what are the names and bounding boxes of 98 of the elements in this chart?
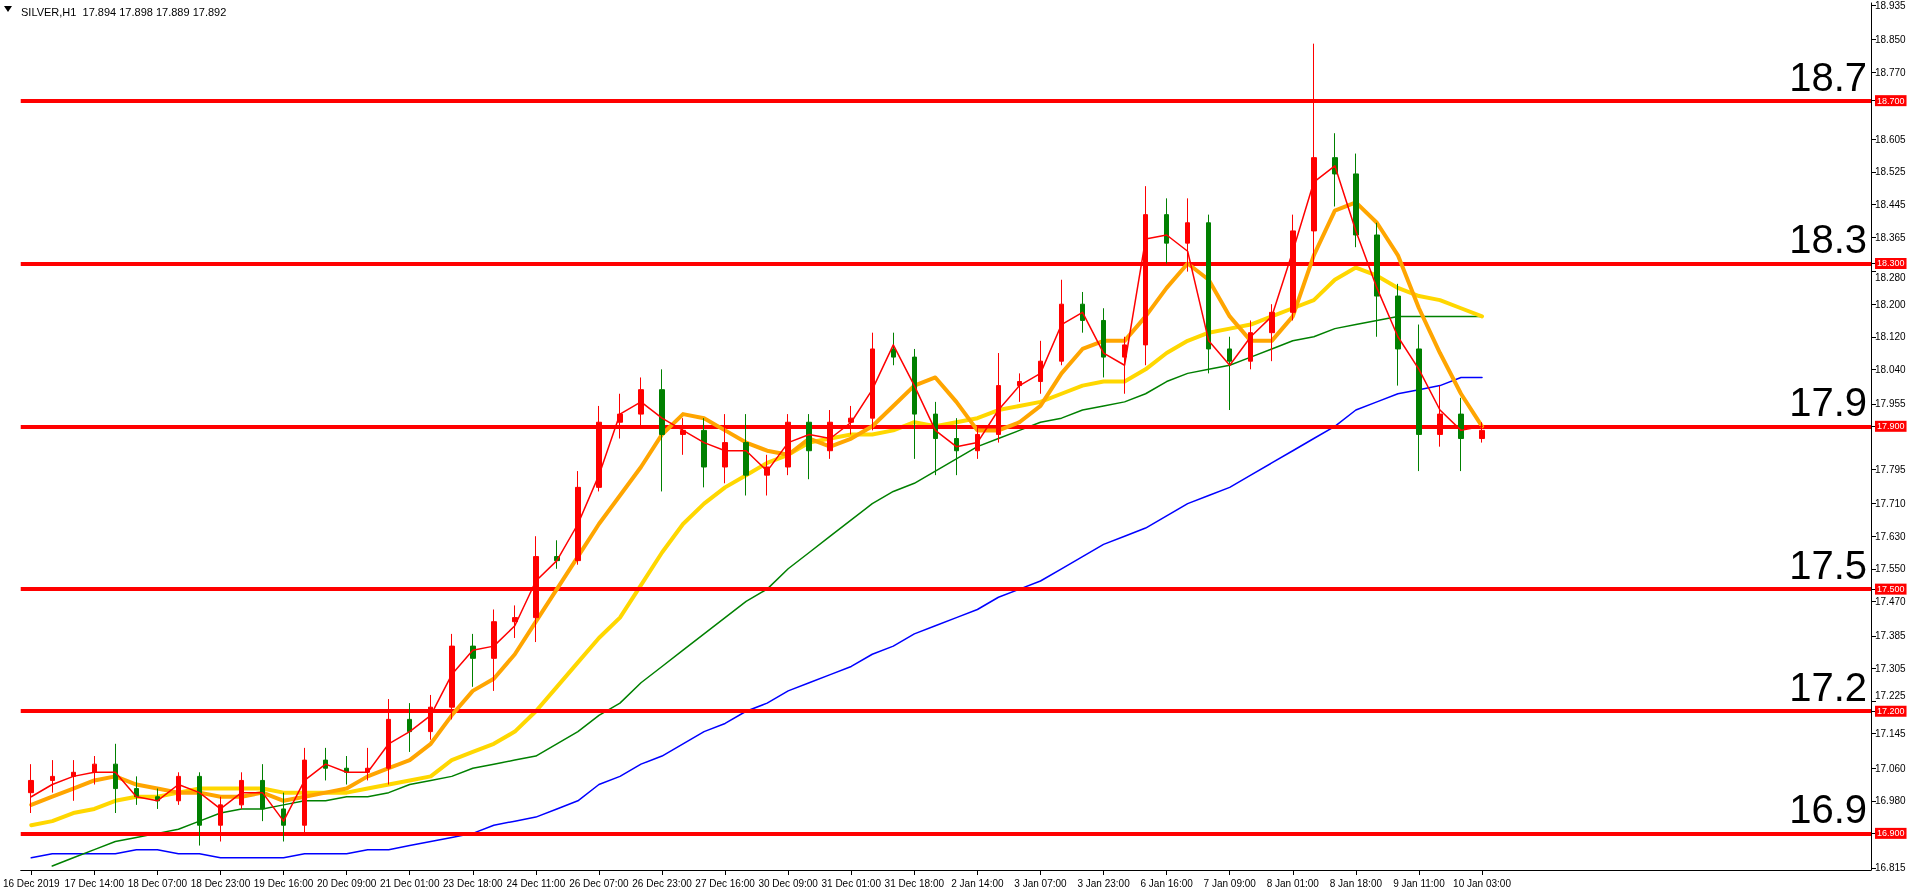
candlestick	[764, 454, 770, 497]
candlestick	[71, 759, 76, 802]
y-tick-label: 17.630	[1875, 530, 1907, 542]
candlestick	[491, 608, 497, 692]
x-tick-label: 17 Dec 14:00	[64, 877, 125, 889]
x-tick-label: 31 Dec 01:00	[821, 877, 882, 889]
x-tick-label: 9 Jan 11:00	[1393, 877, 1446, 889]
candlestick	[470, 633, 476, 688]
candlestick	[1458, 397, 1464, 472]
candlestick	[239, 771, 244, 810]
y-tick-label: 18.850	[1875, 34, 1907, 46]
candlestick	[1269, 303, 1275, 362]
candlestick	[575, 470, 581, 566]
candlestick	[197, 771, 202, 847]
y-tick-label: 17.955	[1875, 398, 1907, 410]
y-tick-label: 18.525	[1875, 166, 1907, 178]
x-tick-label: 20 Dec 09:00	[316, 877, 377, 889]
candlestick	[176, 771, 181, 806]
y-tick-label: 18.120	[1875, 331, 1907, 343]
x-tick-label: 16 Dec 2019	[2, 877, 61, 889]
candlestick	[92, 755, 97, 786]
x-tick-label: 19 Dec 16:00	[253, 877, 314, 889]
y-tick-label: 17.225	[1875, 690, 1907, 702]
y-tick-label: 17.500	[1877, 584, 1905, 595]
ref-line-label: 18.3	[1789, 217, 1867, 262]
x-tick-label: 3 Jan 07:00	[1014, 877, 1068, 889]
x-tick-label: 26 Dec 23:00	[632, 877, 693, 889]
candlestick	[912, 348, 917, 460]
y-tick-label: 17.550	[1875, 563, 1907, 575]
candlestick	[1122, 336, 1127, 395]
y-tick-label: 16.815	[1875, 862, 1907, 874]
candlestick	[954, 417, 959, 476]
y-tick-label: 17.795	[1875, 463, 1907, 475]
x-tick-label: 26 Dec 07:00	[569, 877, 630, 889]
ref-line-label: 17.5	[1789, 543, 1867, 588]
y-tick-label: 18.280	[1875, 271, 1907, 283]
y-tick-label: 16.980	[1875, 795, 1907, 807]
y-tick-label: 17.385	[1875, 630, 1907, 642]
x-tick-label: 10 Jan 03:00	[1453, 877, 1512, 889]
x-tick-label: 2 Jan 14:00	[951, 877, 1004, 889]
y-tick-label: 17.470	[1875, 595, 1907, 607]
y-tick-label: 18.200	[1875, 298, 1907, 310]
y-tick-label: 18.040	[1875, 363, 1907, 375]
ref-line-label: 18.7	[1789, 54, 1867, 99]
x-tick-label: 27 Dec 16:00	[695, 877, 756, 889]
y-tick-label: 17.060	[1875, 762, 1907, 774]
x-tick-label: 6 Jan 16:00	[1140, 877, 1194, 889]
candlestick	[1164, 197, 1169, 264]
candlestick	[933, 401, 938, 476]
x-tick-label: 7 Jan 09:00	[1203, 877, 1257, 889]
x-tick-label: 24 Dec 11:00	[506, 877, 566, 889]
candlestick	[1017, 372, 1022, 403]
candlestick	[512, 604, 518, 639]
candlestick	[1101, 307, 1106, 378]
candlestick	[891, 332, 896, 366]
x-tick-label: 18 Dec 07:00	[127, 877, 188, 889]
x-tick-label: 18 Dec 23:00	[190, 877, 251, 889]
y-tick-label: 17.305	[1875, 663, 1907, 675]
candlestick	[134, 775, 139, 806]
y-tick-label: 18.300	[1877, 258, 1905, 269]
x-tick-label: 21 Dec 01:00	[379, 877, 440, 889]
y-tick-label: 17.145	[1875, 728, 1907, 740]
y-tick-label: 17.710	[1875, 498, 1907, 510]
candlestick	[1227, 336, 1232, 411]
x-tick-label: 8 Jan 18:00	[1329, 877, 1383, 889]
candlestick	[344, 755, 349, 786]
y-tick-label: 18.770	[1875, 66, 1907, 78]
candlestick	[743, 413, 749, 497]
candlestick	[407, 702, 412, 753]
x-tick-label: 3 Jan 23:00	[1077, 877, 1131, 889]
x-tick-label: 31 Dec 18:00	[884, 877, 945, 889]
y-tick-label: 18.700	[1877, 95, 1905, 106]
candlestick	[1248, 319, 1253, 370]
x-tick-label: 30 Dec 09:00	[758, 877, 819, 889]
candlestick	[260, 763, 265, 822]
ref-line-label: 16.9	[1789, 787, 1867, 832]
candlestick	[659, 368, 665, 492]
y-tick-label: 16.900	[1877, 828, 1905, 839]
candlestick	[1353, 153, 1359, 248]
y-tick-label: 18.365	[1875, 231, 1907, 243]
candlestick	[806, 413, 812, 480]
ref-line-label: 17.9	[1789, 380, 1867, 425]
candlestick	[50, 759, 55, 794]
y-tick-label: 17.200	[1877, 706, 1905, 717]
x-tick-label: 8 Jan 01:00	[1266, 877, 1320, 889]
candlestick	[365, 747, 370, 781]
candlestick	[1059, 279, 1064, 366]
y-tick-label: 17.900	[1877, 421, 1905, 432]
y-tick-label: 18.445	[1875, 198, 1907, 210]
ref-line-label: 17.2	[1789, 665, 1867, 710]
candlestick	[701, 417, 707, 488]
candlestick	[113, 743, 118, 814]
chart-title: SILVER,H1 17.894 17.898 17.889 17.892	[21, 5, 227, 18]
y-tick-label: 18.605	[1875, 133, 1907, 145]
candlestick	[1416, 324, 1422, 472]
y-tick-label: 18.935	[1875, 0, 1907, 11]
x-tick-label: 23 Dec 18:00	[443, 877, 503, 889]
candlestick	[1038, 340, 1043, 395]
